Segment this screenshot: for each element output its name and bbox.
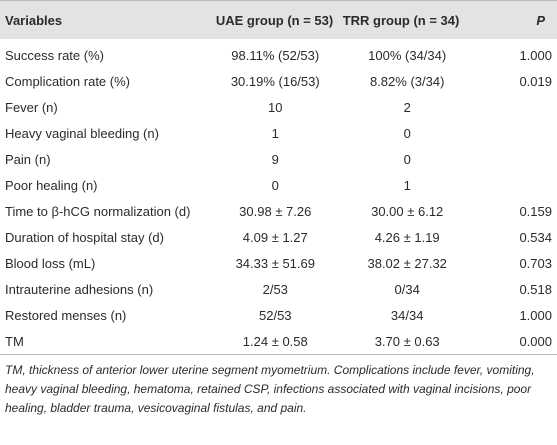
table-row: Poor healing (n) 0 1 (0, 172, 557, 198)
cell: 2 (403, 99, 411, 115)
row-label: Heavy vaginal bleeding (n) (5, 125, 159, 141)
header-cell: Variables (0, 0, 208, 39)
cell: 9 (271, 151, 279, 167)
cell: 1.000 (519, 307, 552, 323)
cell: 0.019 (519, 73, 552, 89)
row-label: Intrauterine adhesions (n) (5, 281, 154, 297)
cell: 0.000 (471, 328, 557, 355)
table-row: Fever (n) 10 2 (0, 94, 557, 120)
row-label: Pain (n) (5, 151, 51, 167)
cell: 52/53 (259, 307, 292, 323)
row-label: Blood loss (mL) (5, 255, 96, 271)
table-row: Blood loss (mL) 34.33 ± 51.69 38.02 ± 27.3… (0, 250, 557, 276)
table-row: Complication rate (%) 30.19% (16/53) 8.82%… (0, 68, 557, 94)
table-row: Restored menses (n) 52/53 34/34 1.000 (0, 302, 557, 328)
cell: 34/34 (390, 307, 424, 323)
cell (472, 146, 557, 172)
cell: 0.159 (519, 203, 552, 219)
row-label: Poor healing (n) (5, 177, 98, 193)
cell: 4.26 ± 1.19 (374, 229, 440, 245)
cell: 0 (403, 151, 411, 167)
cell: 98.11% (52/53) (231, 47, 320, 63)
cell (472, 94, 557, 120)
cell: 30.19% (16/53) (230, 73, 320, 89)
cell (472, 172, 557, 198)
row-label: Fever (n) (5, 99, 58, 115)
row-label: TM (0, 328, 208, 355)
cell: 0.518 (519, 281, 552, 297)
cell: 2/53 (262, 281, 288, 297)
cell: 0/34 (394, 281, 420, 297)
cell: 1 (271, 125, 279, 141)
row-label: Complication rate (%) (5, 73, 130, 89)
row-label: Restored menses (n) (5, 307, 127, 323)
table-row: Intrauterine adhesions (n) 2/53 0/34 0.518 (0, 276, 557, 302)
cell: 34.33 ± 51.69 (235, 255, 315, 271)
cell: 1.24 ± 0.58 (207, 328, 343, 355)
cell: 3.70 ± 0.63 (342, 328, 472, 355)
footnote: TM, thickness of anterior lower uterine … (5, 363, 535, 415)
cell: 0 (271, 177, 279, 193)
table-row: Pain (n) 9 0 (0, 146, 557, 172)
cell: 0.703 (519, 255, 552, 271)
cell (472, 120, 557, 146)
cell: 4.09 ± 1.27 (242, 229, 308, 245)
row-label: Success rate (%) (5, 47, 104, 63)
table-body: Success rate (%) 98.11% (52/53) 100% (34/3… (0, 39, 557, 355)
cell: 1.000 (519, 47, 552, 63)
table-row: Duration of hospital stay (d) 4.09 ± 1.27… (0, 224, 557, 250)
header-row: Variables UAE group (n = 53) TRR group (n … (0, 0, 557, 39)
cell: 0 (403, 125, 411, 141)
cell: 8.82% (3/34) (369, 73, 445, 89)
cell: 10 (268, 99, 283, 115)
cell: 30.98 ± 7.26 (239, 203, 312, 219)
cell: 38.02 ± 27.32 (367, 255, 447, 271)
data-table: Variables UAE group (n = 53) TRR group (n … (0, 0, 557, 355)
cell: 0.534 (519, 229, 552, 245)
header-cell: P (471, 0, 557, 39)
cell: 100% (34/34) (368, 47, 447, 63)
table-row: Heavy vaginal bleeding (n) 1 0 (0, 120, 557, 146)
table-row: Success rate (%) 98.11% (52/53) 100% (34/3… (0, 39, 557, 68)
cell: 30.00 ± 6.12 (371, 203, 444, 219)
cell: 1 (403, 177, 411, 193)
header-cell: TRR group (n = 34) (342, 0, 472, 39)
row-label: Time to β-hCG normalization (d) (5, 203, 191, 219)
table-row: Time to β-hCG normalization (d) 30.98 ± 7… (0, 198, 557, 224)
row-label: Duration of hospital stay (d) (5, 229, 164, 245)
header-cell: UAE group (n = 53) (207, 0, 343, 39)
table-row: TM 1.24 ± 0.58 3.70 ± 0.63 0.000 (0, 328, 557, 355)
